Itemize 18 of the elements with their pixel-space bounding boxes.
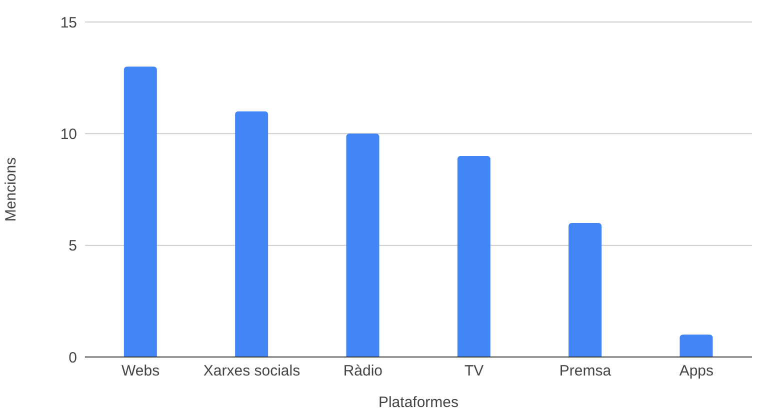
- bar: [346, 134, 380, 357]
- x-tick-label: Apps: [679, 362, 714, 380]
- bar: [568, 223, 602, 357]
- y-axis-title: Mencions: [2, 157, 20, 222]
- x-tick-label: TV: [464, 362, 484, 380]
- x-tick-label: Xarxes socials: [203, 362, 300, 380]
- y-tick-label: 5: [68, 238, 77, 255]
- bar: [235, 111, 268, 357]
- x-axis-title: Plataformes: [378, 394, 459, 411]
- bar: [124, 66, 157, 357]
- x-tick-label: Premsa: [559, 362, 612, 380]
- bar: [457, 156, 490, 357]
- x-tick-label: Webs: [122, 362, 160, 380]
- y-tick-label: 0: [68, 349, 77, 366]
- y-tick-label: 15: [60, 14, 77, 32]
- bar: [680, 334, 713, 357]
- y-tick-label: 10: [60, 126, 77, 143]
- x-tick-label: Ràdio: [343, 362, 383, 380]
